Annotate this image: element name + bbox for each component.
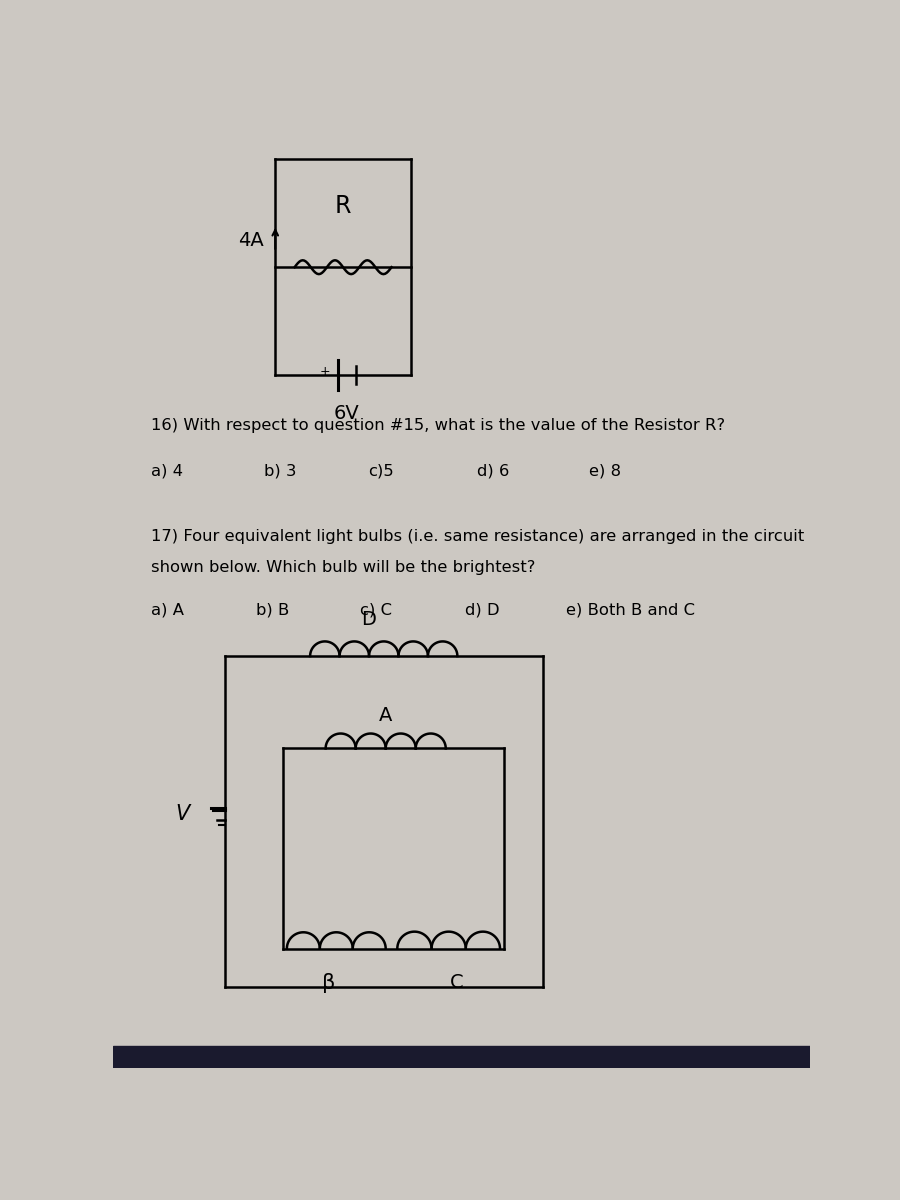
Text: a) 4: a) 4 xyxy=(151,463,184,479)
Text: β: β xyxy=(322,973,335,994)
Text: c)5: c)5 xyxy=(368,463,394,479)
Bar xyxy=(112,1046,810,1068)
Text: e) 8: e) 8 xyxy=(590,463,621,479)
Text: 17) Four equivalent light bulbs (i.e. same resistance) are arranged in the circu: 17) Four equivalent light bulbs (i.e. sa… xyxy=(151,529,805,544)
Text: 6V: 6V xyxy=(334,404,360,424)
Text: shown below. Which bulb will be the brightest?: shown below. Which bulb will be the brig… xyxy=(151,560,536,575)
Text: R: R xyxy=(335,193,351,217)
Text: A: A xyxy=(379,707,392,725)
Text: 4A: 4A xyxy=(238,230,264,250)
Text: C: C xyxy=(450,973,464,992)
Text: +: + xyxy=(320,365,330,378)
Text: a) A: a) A xyxy=(151,602,184,617)
Text: b) 3: b) 3 xyxy=(264,463,296,479)
Text: d) D: d) D xyxy=(465,602,500,617)
Text: b) B: b) B xyxy=(256,602,289,617)
Text: 16) With respect to question #15, what is the value of the Resistor R?: 16) With respect to question #15, what i… xyxy=(151,418,725,432)
Text: d) 6: d) 6 xyxy=(477,463,509,479)
Text: V: V xyxy=(176,804,189,824)
Text: c) C: c) C xyxy=(361,602,392,617)
Text: e) Both B and C: e) Both B and C xyxy=(566,602,695,617)
Text: D: D xyxy=(361,610,375,629)
